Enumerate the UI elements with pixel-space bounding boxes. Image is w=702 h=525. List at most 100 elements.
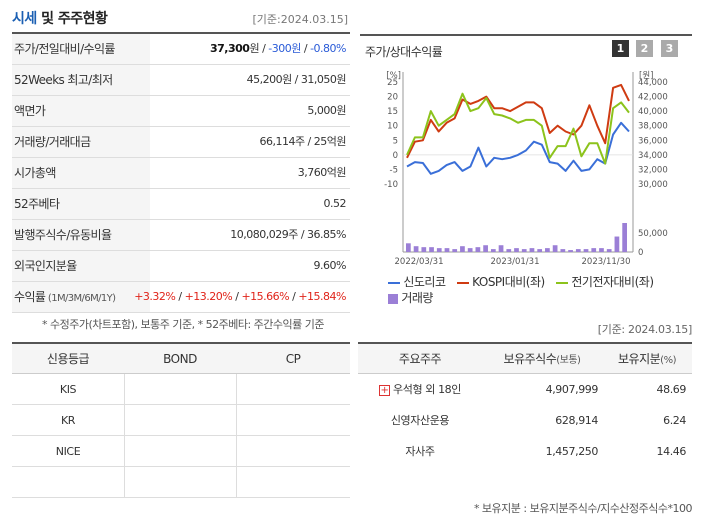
col-divider: [236, 374, 237, 498]
y-left-tick: 20: [387, 93, 398, 103]
chart-title: 주가/상대수익률: [365, 45, 443, 59]
y-left-tick: 5: [393, 136, 398, 146]
info-value-part: +15.84%: [298, 290, 346, 303]
info-value: 10,080,029주 / 36.85%: [230, 220, 346, 250]
row-divider: [12, 435, 350, 436]
y-right-tick: 34,000: [638, 151, 668, 161]
series-line: [406, 83, 630, 159]
volume-bar: [568, 250, 573, 252]
credit-cell: KR: [60, 414, 76, 427]
info-row: 수익률 (1M/3M/6M/1Y) +3.32% / +13.20% / +15.…: [12, 282, 350, 313]
y-left-tick: 15: [387, 107, 398, 117]
volume-bar: [614, 236, 620, 252]
info-value-part: 원 /: [249, 42, 269, 55]
info-value-part: /: [300, 42, 311, 55]
holders-header-shares: 보유주식수(보통): [482, 344, 602, 374]
legend-label-volume: 거래량: [401, 291, 433, 305]
divider: [12, 32, 350, 34]
volume-bar: [552, 245, 558, 252]
volume-bar: [413, 246, 419, 252]
holder-name-cell: 자사주: [358, 436, 482, 467]
credit-header-cp: CP: [236, 344, 350, 374]
volume-bar: [529, 248, 535, 252]
info-label: 시가총액: [12, 158, 150, 188]
x-tick: 2023/01/31: [491, 257, 540, 267]
chart-page-2-button[interactable]: 2: [636, 40, 653, 57]
info-value: 37,300원 / -300원 / -0.80%: [210, 34, 346, 64]
info-value-part: 10,080,029주 / 36.85%: [230, 228, 346, 241]
credit-cell: [236, 374, 350, 405]
info-row: 주가/전일대비/수익률 37,300원 / -300원 / -0.80%: [12, 34, 350, 65]
y-left-tick: -10: [384, 180, 398, 190]
legend-item-stock: 신도리코: [388, 275, 446, 289]
holder-shares: 628,914: [555, 414, 598, 427]
chart-page-3-button[interactable]: 3: [661, 40, 678, 57]
credit-cell: [236, 467, 350, 498]
credit-cell: [124, 405, 236, 436]
credit-cell: [236, 436, 350, 467]
info-row: 시가총액 3,760억원: [12, 158, 350, 189]
section-title-main: 시세: [12, 11, 37, 27]
x-tick: 2022/03/31: [395, 257, 444, 267]
info-label-text: 외국인지분율: [14, 259, 77, 273]
info-row: 액면가 5,000원: [12, 96, 350, 127]
y-left-tick: 0: [393, 151, 398, 161]
volume-bar: [606, 249, 612, 252]
volume-bar: [545, 248, 550, 252]
volume-bar: [460, 246, 465, 252]
info-row: 외국인지분율 9.60%: [12, 251, 350, 282]
info-label-text: 52주베타: [14, 197, 60, 211]
expand-plus-icon[interactable]: +: [379, 384, 390, 396]
info-value-part: 3,760억원: [297, 166, 347, 179]
info-value-part: +15.66%: [241, 290, 290, 303]
legend-label-stock: 신도리코: [403, 275, 446, 289]
legend-item-sector: 전기전자대비(좌): [556, 275, 654, 289]
y-right-tick: 44,000: [638, 78, 668, 88]
holder-pct: 14.46: [656, 445, 687, 458]
y-right-tick: 32,000: [638, 165, 668, 175]
volume-bar: [467, 248, 473, 252]
holders-reference-date: [기준: 2024.03.15]: [597, 323, 693, 336]
info-label: 외국인지분율: [12, 251, 150, 281]
volume-tick: 0: [638, 248, 643, 258]
legend-swatch-sector: [556, 281, 569, 284]
holder-pct: 48.69: [656, 383, 687, 396]
legend-swatch-stock: [388, 281, 400, 284]
volume-tick: 50,000: [638, 229, 668, 239]
info-row: 거래량/거래대금 66,114주 / 25억원: [12, 127, 350, 158]
series-line: [406, 92, 630, 165]
holder-pct: 6.24: [663, 414, 686, 427]
legend-item-volume: 거래량: [388, 289, 433, 306]
volume-bar: [521, 249, 527, 252]
info-value-part: 5,000원: [307, 104, 346, 117]
info-value-part: 66,114주 / 25억원: [259, 135, 346, 148]
info-label: 52Weeks 최고/최저: [12, 65, 150, 95]
info-label: 수익률 (1M/3M/6M/1Y): [12, 282, 150, 312]
shareholders-table: 주요주주 보유주식수(보통) 보유지분(%) + 우석형 외 18인 4,907,9…: [358, 342, 692, 497]
holder-shares: 1,457,250: [545, 445, 599, 458]
info-value-part: +3.32%: [134, 290, 176, 303]
holder-name: 자사주: [405, 445, 435, 458]
holder-name-cell[interactable]: + 우석형 외 18인: [358, 374, 482, 405]
info-row: 52Weeks 최고/최저 45,200원 / 31,050원: [12, 65, 350, 96]
legend: 신도리코 KOSPI대비(좌) 전기전자대비(좌): [388, 273, 654, 290]
info-row: 발행주식수/유동비율 10,080,029주 / 36.85%: [12, 220, 350, 251]
info-value: 5,000원: [307, 96, 346, 126]
info-value: 0.52: [324, 189, 347, 219]
info-value: 3,760억원: [297, 158, 347, 188]
section-header: 시세 및 주주현황 [기준:2024.03.15]: [12, 8, 350, 30]
chart-page-1-button[interactable]: 1: [612, 40, 629, 57]
info-label: 액면가: [12, 96, 150, 126]
legend-swatch-kospi: [456, 281, 469, 284]
credit-header-rating: 신용등급: [12, 344, 124, 374]
holders-header-pct-label: 보유지분: [618, 352, 661, 366]
volume-bar: [452, 249, 458, 252]
row-divider: [12, 404, 350, 405]
y-left-tick: 25: [387, 78, 398, 88]
x-tick: 2023/11/30: [582, 257, 631, 267]
volume-bar: [599, 248, 604, 252]
section-title-rest: 및 주주현황: [36, 11, 108, 27]
y-right-tick: 36,000: [638, 136, 668, 146]
footnote-holders: * 보유지분 : 보유지분주식수/지수산정주식수*100: [473, 502, 693, 515]
info-value: +3.32% / +13.20% / +15.66% / +15.84%: [134, 282, 346, 312]
